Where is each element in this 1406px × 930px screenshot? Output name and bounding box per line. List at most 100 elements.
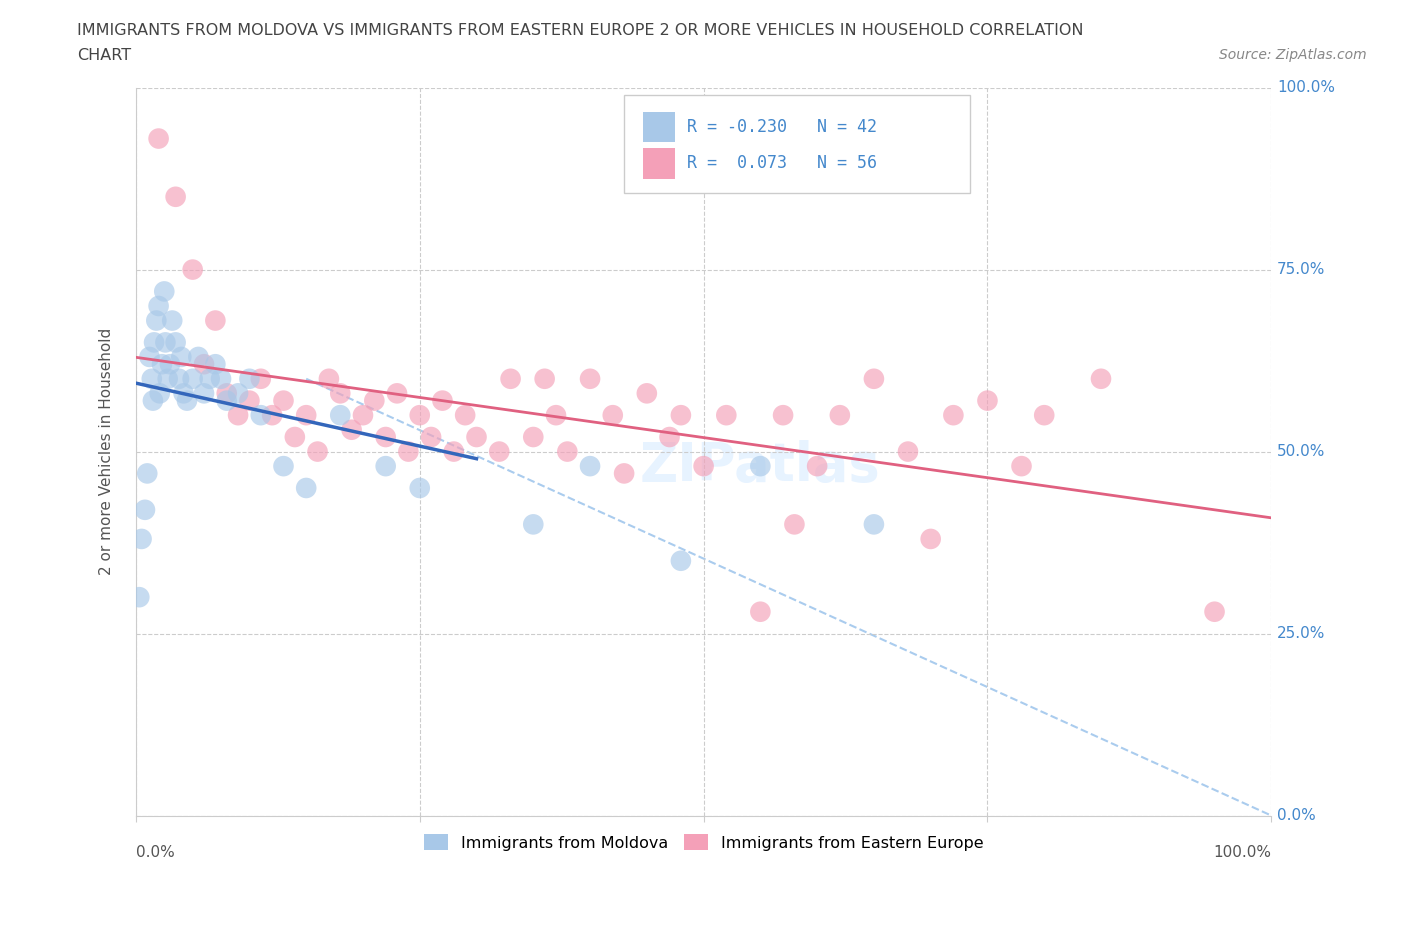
Y-axis label: 2 or more Vehicles in Household: 2 or more Vehicles in Household bbox=[100, 328, 114, 575]
Point bbox=[454, 407, 477, 422]
Point bbox=[544, 407, 567, 422]
Text: CHART: CHART bbox=[77, 48, 131, 63]
Point bbox=[145, 313, 167, 328]
Point bbox=[204, 313, 226, 328]
Point bbox=[249, 407, 271, 422]
Point bbox=[134, 502, 156, 517]
Point bbox=[602, 407, 624, 422]
Point bbox=[284, 430, 307, 445]
Point bbox=[557, 445, 579, 459]
Point bbox=[318, 371, 340, 386]
Point bbox=[613, 466, 636, 481]
Point bbox=[165, 335, 187, 350]
Point bbox=[409, 481, 432, 496]
Point bbox=[148, 299, 170, 313]
Text: IMMIGRANTS FROM MOLDOVA VS IMMIGRANTS FROM EASTERN EUROPE 2 OR MORE VEHICLES IN : IMMIGRANTS FROM MOLDOVA VS IMMIGRANTS FR… bbox=[77, 23, 1084, 38]
Point bbox=[148, 131, 170, 146]
Point bbox=[658, 430, 681, 445]
Point bbox=[238, 393, 260, 408]
Point bbox=[465, 430, 488, 445]
Point bbox=[204, 357, 226, 372]
Point bbox=[307, 445, 329, 459]
Text: 50.0%: 50.0% bbox=[1277, 445, 1326, 459]
Point bbox=[273, 393, 295, 408]
Point bbox=[173, 386, 195, 401]
Point bbox=[155, 335, 177, 350]
Text: 25.0%: 25.0% bbox=[1277, 626, 1326, 641]
Point bbox=[295, 407, 318, 422]
Text: Source: ZipAtlas.com: Source: ZipAtlas.com bbox=[1219, 48, 1367, 62]
Point bbox=[131, 531, 153, 546]
Point bbox=[198, 371, 221, 386]
Point bbox=[352, 407, 374, 422]
Point bbox=[167, 371, 190, 386]
Point bbox=[209, 371, 232, 386]
Point bbox=[897, 445, 920, 459]
Point bbox=[138, 350, 160, 365]
Point bbox=[432, 393, 454, 408]
Point bbox=[136, 466, 159, 481]
Point bbox=[920, 531, 942, 546]
Point bbox=[215, 386, 238, 401]
Point bbox=[149, 386, 172, 401]
Point bbox=[1011, 458, 1033, 473]
Point bbox=[374, 458, 396, 473]
Point bbox=[522, 517, 544, 532]
Point bbox=[176, 393, 198, 408]
Point bbox=[193, 357, 215, 372]
Point bbox=[1033, 407, 1056, 422]
Point bbox=[340, 422, 363, 437]
Text: R =  0.073   N = 56: R = 0.073 N = 56 bbox=[686, 154, 876, 172]
Point bbox=[181, 262, 204, 277]
Point bbox=[160, 313, 183, 328]
Point bbox=[716, 407, 738, 422]
Point bbox=[749, 604, 772, 619]
Point bbox=[863, 517, 886, 532]
Point bbox=[153, 284, 176, 299]
Text: 0.0%: 0.0% bbox=[136, 844, 174, 859]
Text: ZIPatlas: ZIPatlas bbox=[640, 440, 880, 492]
Point bbox=[488, 445, 510, 459]
Text: 0.0%: 0.0% bbox=[1277, 808, 1316, 823]
Point bbox=[143, 335, 166, 350]
Point bbox=[238, 371, 260, 386]
Point bbox=[749, 458, 772, 473]
Text: 100.0%: 100.0% bbox=[1213, 844, 1271, 859]
Point bbox=[1090, 371, 1112, 386]
Bar bbox=[644, 112, 675, 142]
Legend: Immigrants from Moldova, Immigrants from Eastern Europe: Immigrants from Moldova, Immigrants from… bbox=[416, 826, 991, 858]
Point bbox=[295, 481, 318, 496]
Point bbox=[187, 350, 209, 365]
Text: 75.0%: 75.0% bbox=[1277, 262, 1326, 277]
Point bbox=[128, 590, 150, 604]
Point bbox=[374, 430, 396, 445]
Point bbox=[692, 458, 714, 473]
Point bbox=[385, 386, 408, 401]
Point bbox=[363, 393, 385, 408]
Bar bbox=[644, 148, 675, 179]
Point bbox=[863, 371, 886, 386]
Text: 100.0%: 100.0% bbox=[1277, 80, 1334, 95]
Point bbox=[141, 371, 163, 386]
Point bbox=[262, 407, 284, 422]
Point bbox=[170, 350, 193, 365]
Point bbox=[226, 407, 249, 422]
Point bbox=[150, 357, 173, 372]
Point bbox=[329, 407, 352, 422]
Text: R = -0.230   N = 42: R = -0.230 N = 42 bbox=[686, 118, 876, 136]
Point bbox=[142, 393, 165, 408]
Point bbox=[215, 393, 238, 408]
Point bbox=[193, 386, 215, 401]
Point bbox=[165, 190, 187, 205]
Point bbox=[669, 407, 692, 422]
Point bbox=[396, 445, 419, 459]
Point bbox=[409, 407, 432, 422]
Point bbox=[420, 430, 443, 445]
Point bbox=[249, 371, 271, 386]
Point bbox=[273, 458, 295, 473]
Point bbox=[181, 371, 204, 386]
Point bbox=[976, 393, 998, 408]
Point bbox=[1204, 604, 1226, 619]
Point bbox=[156, 371, 179, 386]
Point bbox=[329, 386, 352, 401]
